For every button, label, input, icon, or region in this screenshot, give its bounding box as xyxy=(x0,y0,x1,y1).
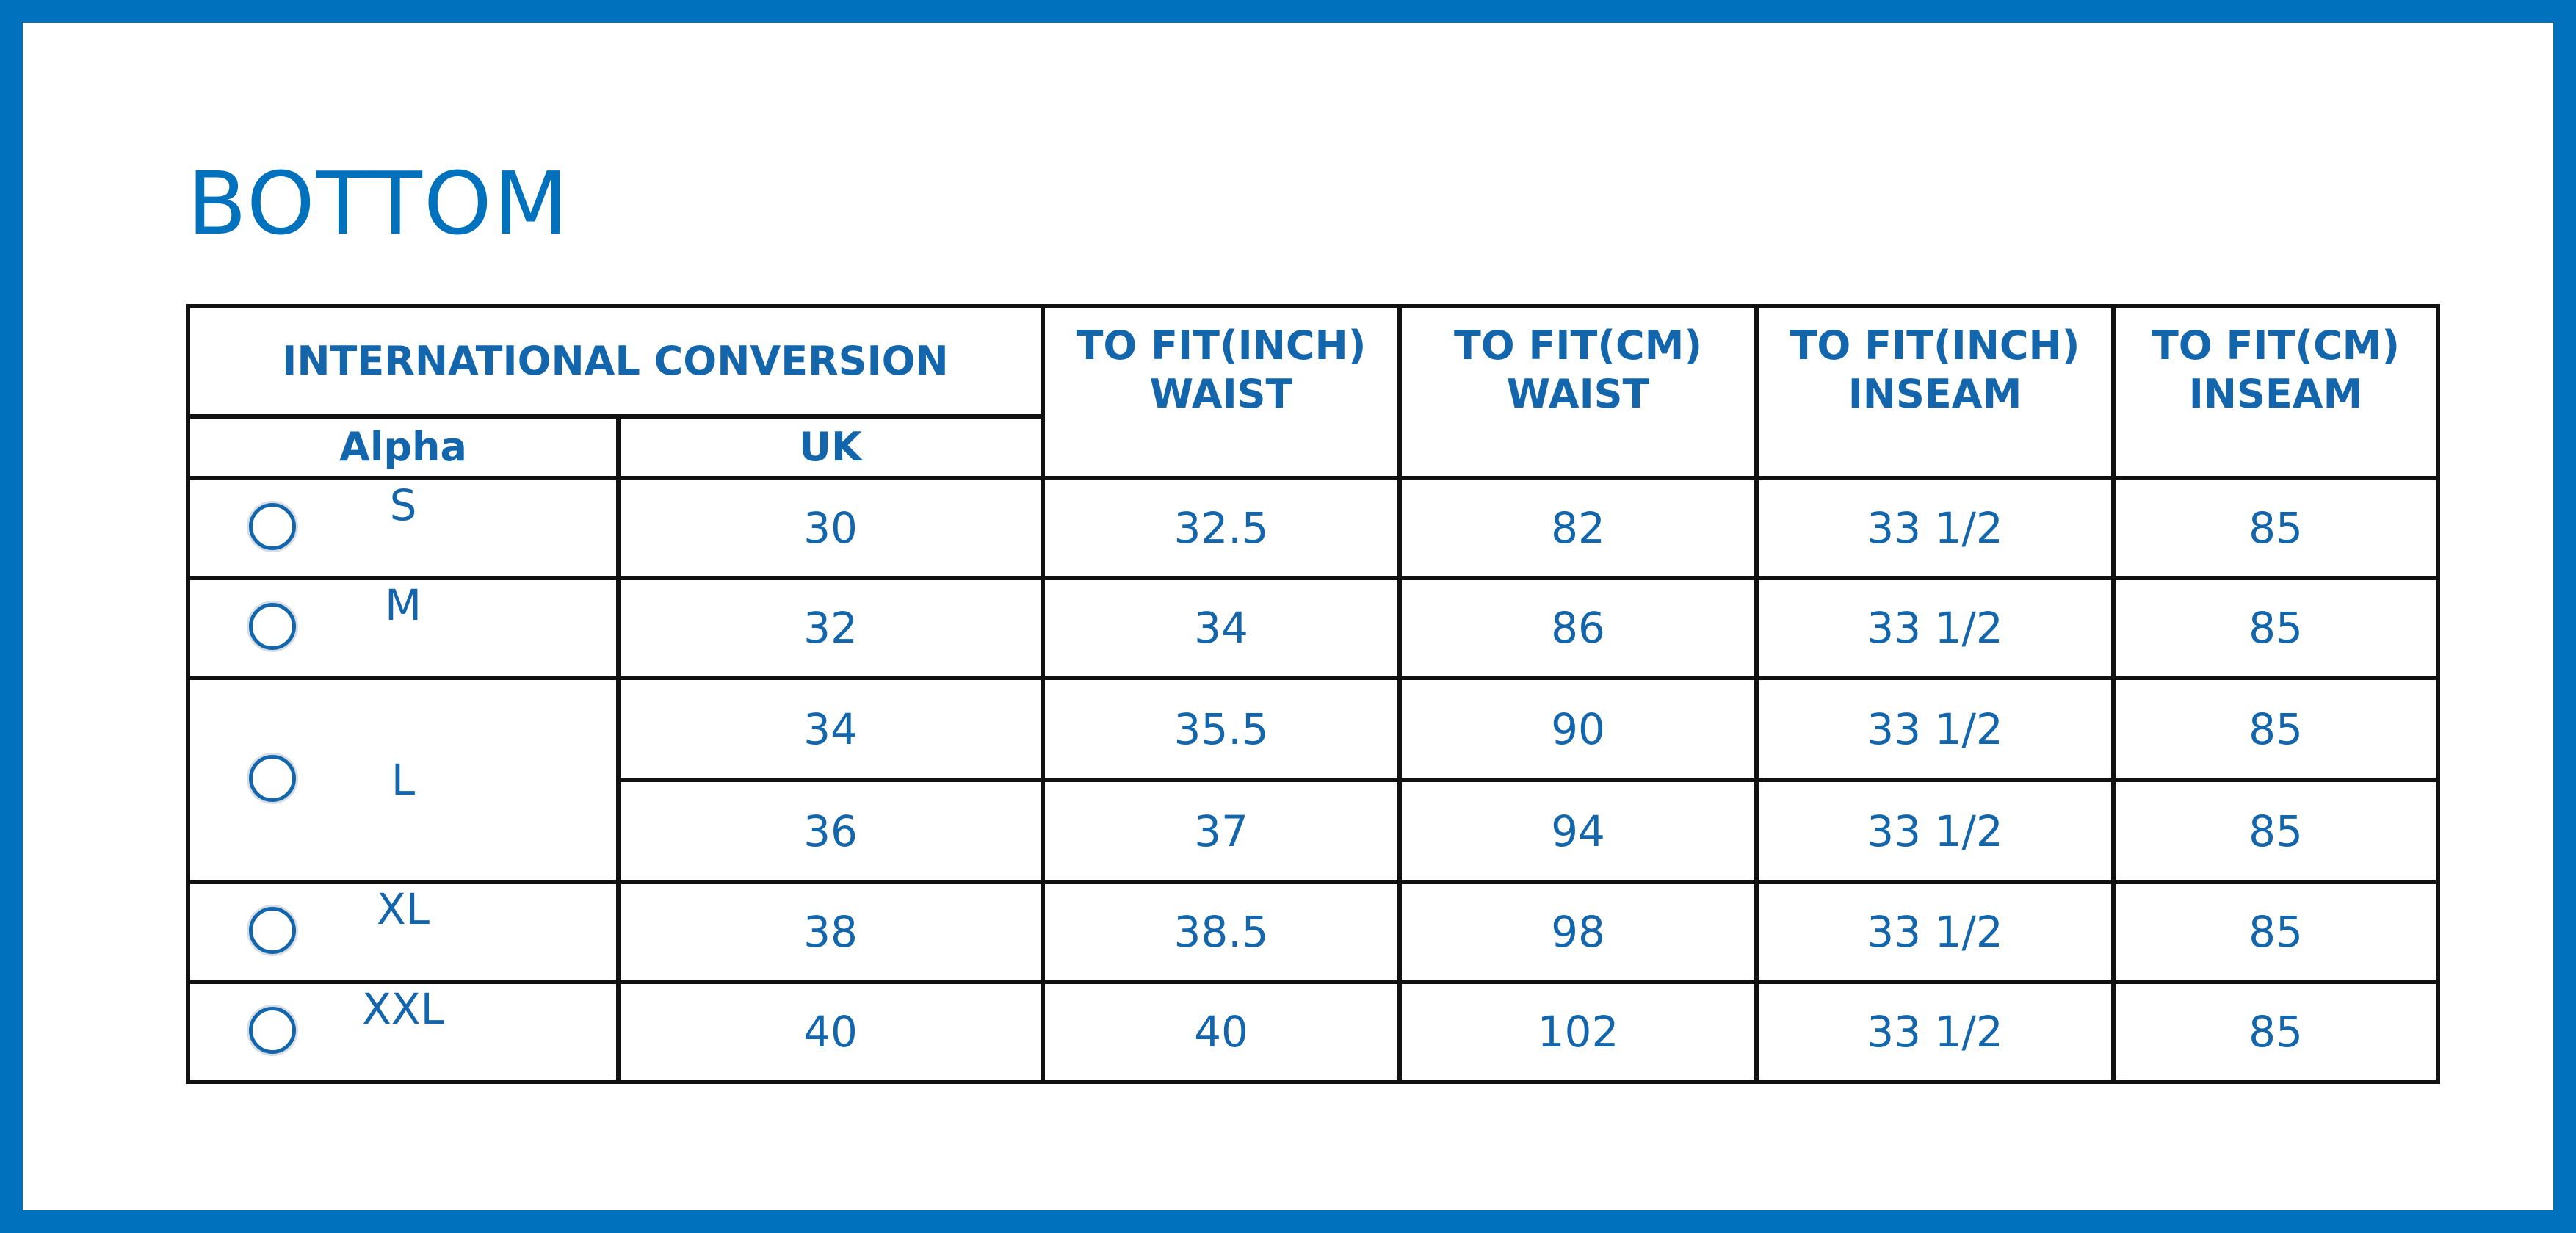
inseam-inch-header: TO FIT(INCH) INSEAM xyxy=(1754,304,2116,480)
inseam-cm-cell: 85 xyxy=(2111,778,2441,884)
waist-inch-cell: 32.5 xyxy=(1041,476,1403,580)
uk-cell: 36 xyxy=(615,778,1046,884)
inseam-inch-cell: 33 1/2 xyxy=(1754,980,2116,1084)
inseam-inch-cell: 33 1/2 xyxy=(1754,676,2116,782)
size-radio-m[interactable] xyxy=(249,603,296,650)
inseam-cm-header-line1: TO FIT(CM) xyxy=(2151,322,2400,369)
inseam-cm-cell: 85 xyxy=(2111,576,2441,680)
inseam-inch-header-line1: TO FIT(INCH) xyxy=(1790,322,2080,369)
table-row: S 30 32.5 82 33 1/2 85 xyxy=(186,476,2441,580)
waist-cm-header-line2: WAIST xyxy=(1506,371,1650,417)
waist-cm-cell: 94 xyxy=(1397,778,1759,884)
waist-cm-header-line1: TO FIT(CM) xyxy=(1453,322,1703,369)
alpha-cell: M xyxy=(186,576,621,680)
size-radio-s[interactable] xyxy=(249,503,296,550)
table-row: L 34 35.5 90 33 1/2 85 xyxy=(186,676,2441,884)
page-title: BOTTOM xyxy=(187,153,570,254)
table-row: 36 37 94 33 1/2 85 xyxy=(188,778,2441,884)
inseam-inch-cell: 33 1/2 xyxy=(1754,880,2116,984)
alpha-cell: XXL xyxy=(186,980,621,1084)
alpha-cell: L xyxy=(186,676,621,884)
uk-header: UK xyxy=(615,414,1046,480)
uk-cell: 34 xyxy=(615,676,1046,782)
inseam-cm-cell: 85 xyxy=(2111,880,2441,984)
alpha-label: M xyxy=(384,580,422,630)
size-radio-xxl[interactable] xyxy=(249,1007,296,1054)
waist-inch-cell: 38.5 xyxy=(1041,880,1403,984)
alpha-label: XXL xyxy=(362,984,444,1034)
inseam-inch-cell: 33 1/2 xyxy=(1754,476,2116,580)
uk-cell: 38 xyxy=(615,880,1046,984)
inseam-inch-cell: 33 1/2 xyxy=(1754,576,2116,680)
inseam-cm-header: TO FIT(CM) INSEAM xyxy=(2111,304,2441,480)
international-conversion-header: INTERNATIONAL CONVERSION xyxy=(185,304,1046,419)
waist-cm-cell: 98 xyxy=(1397,880,1759,984)
waist-cm-cell: 82 xyxy=(1397,476,1759,580)
alpha-label: L xyxy=(391,755,416,805)
alpha-label: S xyxy=(389,480,417,530)
size-radio-l[interactable] xyxy=(249,755,296,802)
waist-inch-cell: 37 xyxy=(1041,778,1403,884)
uk-cell: 40 xyxy=(615,980,1046,1084)
inseam-cm-header-line2: INSEAM xyxy=(2188,371,2363,417)
uk-cell: 32 xyxy=(615,576,1046,680)
waist-inch-cell: 34 xyxy=(1041,576,1403,680)
waist-inch-cell: 40 xyxy=(1041,980,1403,1084)
size-radio-xl[interactable] xyxy=(249,907,296,954)
alpha-cell: XL xyxy=(186,880,621,984)
table-row: XL 38 38.5 98 33 1/2 85 xyxy=(186,880,2441,984)
waist-inch-cell: 35.5 xyxy=(1041,676,1403,782)
table-row: XXL 40 40 102 33 1/2 85 xyxy=(186,980,2441,1084)
waist-cm-cell: 86 xyxy=(1397,576,1759,680)
inseam-cm-cell: 85 xyxy=(2111,476,2441,580)
inseam-inch-cell: 33 1/2 xyxy=(1754,778,2116,884)
waist-inch-header-line1: TO FIT(INCH) xyxy=(1076,322,1367,369)
inseam-cm-cell: 85 xyxy=(2111,980,2441,1084)
alpha-label: XL xyxy=(376,884,430,934)
waist-inch-header-line2: WAIST xyxy=(1149,371,1293,417)
alpha-header: Alpha xyxy=(186,414,621,480)
waist-cm-header: TO FIT(CM) WAIST xyxy=(1397,304,1759,480)
table-row: M 32 34 86 33 1/2 85 xyxy=(186,576,2441,680)
alpha-cell: S xyxy=(186,476,621,580)
inseam-cm-cell: 85 xyxy=(2111,676,2441,782)
waist-cm-cell: 90 xyxy=(1397,676,1759,782)
size-chart-table: INTERNATIONAL CONVERSION TO FIT(INCH) WA… xyxy=(185,304,2441,1084)
inseam-inch-header-line2: INSEAM xyxy=(1848,371,2022,417)
waist-cm-cell: 102 xyxy=(1397,980,1759,1084)
uk-cell: 30 xyxy=(615,476,1046,580)
waist-inch-header: TO FIT(INCH) WAIST xyxy=(1041,304,1403,480)
